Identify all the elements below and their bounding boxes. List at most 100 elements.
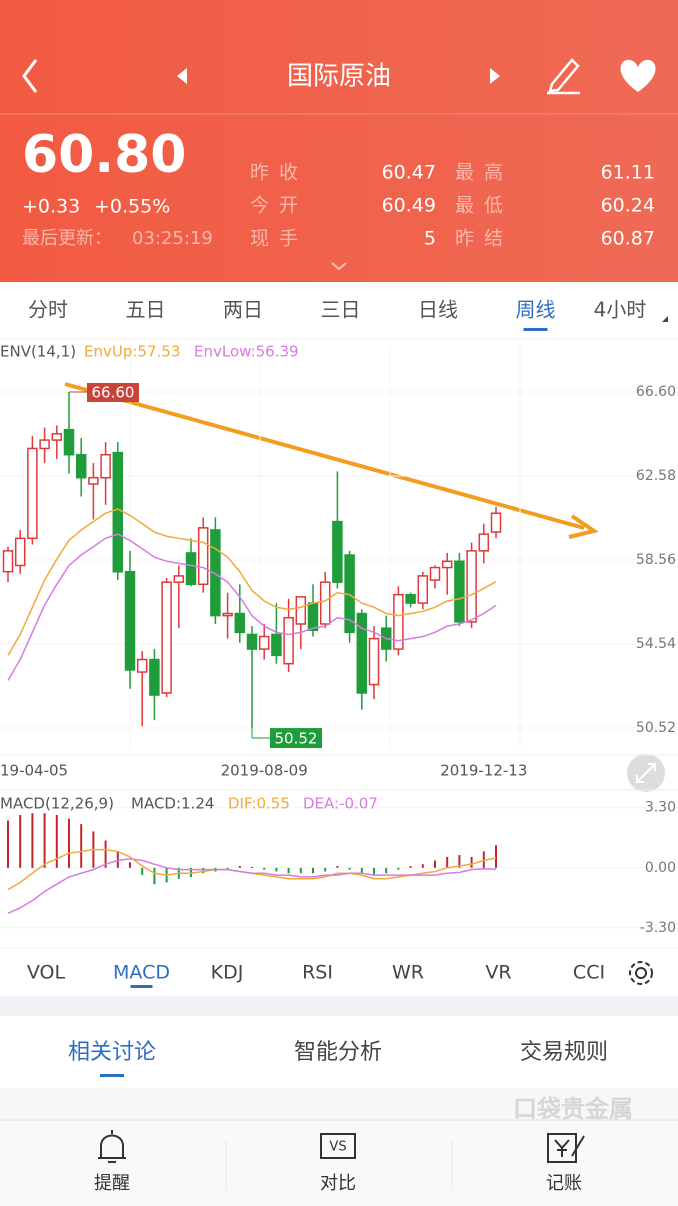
candle-body (136, 658, 148, 673)
candle-body (307, 602, 319, 632)
period-tab[interactable]: 五日 (126, 298, 166, 322)
period-tab[interactable]: 三日 (321, 298, 361, 322)
candle-body (173, 575, 185, 583)
indicator-line (7, 508, 497, 656)
stat-label: 现 手 (250, 228, 300, 250)
indicator-bar (0, 948, 678, 996)
macd-bar (482, 851, 485, 868)
candle-body (63, 428, 75, 456)
indicator-tab[interactable]: WR (392, 962, 424, 984)
period-bar (0, 282, 678, 340)
candle-body (429, 566, 441, 581)
nav-item[interactable]: 提醒 (94, 1173, 130, 1194)
spacer (0, 996, 678, 1016)
candle-body (14, 537, 26, 567)
candle-body (441, 560, 453, 569)
candle-body (75, 453, 87, 479)
candle-body (39, 439, 50, 450)
high-label: 66.60 (92, 384, 135, 402)
stat-value: 5 (424, 228, 436, 250)
macd-bar (31, 813, 34, 868)
candle-body (332, 520, 343, 583)
macd-bar (190, 867, 192, 877)
indicator-line (7, 857, 497, 915)
macd-bar (446, 856, 449, 868)
settings-button[interactable] (629, 961, 653, 985)
nav-item[interactable]: 记账 (546, 1173, 582, 1194)
macd-bar (312, 867, 314, 874)
stat-value: 60.47 (382, 162, 436, 184)
stat-value: 60.49 (382, 195, 436, 217)
stat-label: 昨 结 (455, 228, 505, 250)
period-tab[interactable]: 日线 (418, 298, 458, 322)
dropdown-icon (662, 316, 668, 322)
low-label-bg (270, 728, 322, 749)
svg-text:VS: VS (329, 1140, 346, 1155)
indicator-tab[interactable]: KDJ (211, 962, 244, 984)
candle-body (197, 527, 209, 586)
y-tick-label: -3.30 (640, 920, 676, 936)
header-bg (0, 0, 678, 282)
indicator-tab[interactable]: CCI (573, 962, 605, 984)
macd-bar (55, 815, 58, 868)
candle-body (149, 658, 160, 696)
period-tab[interactable]: 周线 (516, 298, 556, 322)
stat-value: 60.87 (601, 228, 655, 250)
y-tick-label: 54.54 (636, 636, 676, 652)
macd-bar (68, 818, 70, 868)
indicator-tab[interactable]: VR (485, 962, 511, 984)
next-button[interactable] (490, 68, 500, 84)
tab-indicator (523, 328, 548, 331)
nav-item[interactable]: 对比 (320, 1173, 356, 1194)
candle-body (490, 512, 502, 533)
macd-bar (397, 867, 400, 870)
macd-bar (373, 867, 375, 876)
macd-bar (458, 855, 461, 868)
period-tab[interactable]: 两日 (223, 298, 263, 322)
legend-item: DIF:0.55 (228, 795, 290, 813)
macd-bar (116, 851, 119, 868)
stat-label: 今 开 (250, 195, 300, 217)
candle-body (2, 550, 14, 573)
section-tab[interactable]: 交易规则 (520, 1040, 608, 1065)
macd-bar (153, 867, 156, 885)
section-tab[interactable]: 智能分析 (294, 1040, 382, 1065)
x-tick-label: 2019-08-09 (221, 762, 308, 780)
trend-line (64, 382, 585, 530)
x-tick-label: 2019-12-13 (440, 762, 527, 780)
macd-bar (360, 867, 363, 874)
candle-body (271, 633, 282, 657)
change-pct: +0.55% (94, 196, 170, 218)
spacer (0, 1090, 678, 1120)
stat-label: 昨 收 (250, 162, 300, 184)
trend-arrow (568, 514, 599, 539)
legend-item: EnvUp:57.53 (84, 343, 180, 361)
candle-body (393, 593, 404, 650)
stat-value: 60.24 (601, 195, 655, 217)
period-tab[interactable]: 分时 (28, 298, 68, 322)
watermark: 口袋贵金属 (513, 1095, 633, 1123)
indicator-tab[interactable]: MACD (113, 962, 170, 984)
candle-body (478, 533, 490, 552)
low-label: 50.52 (275, 730, 318, 748)
y-tick-label: 0.00 (645, 860, 676, 876)
macd-bar (385, 867, 388, 874)
candle-body (27, 447, 38, 540)
candle-body (368, 637, 380, 686)
section-tab[interactable]: 相关讨论 (68, 1040, 156, 1065)
favorite-button[interactable] (620, 59, 656, 92)
indicator-tab[interactable]: RSI (302, 962, 333, 984)
edit-button[interactable] (547, 58, 580, 95)
back-button[interactable] (22, 59, 38, 93)
prev-button[interactable] (177, 68, 187, 84)
macd-bar (495, 845, 497, 868)
macd-bar (238, 865, 241, 868)
indicator-tab[interactable]: VOL (27, 962, 66, 984)
macd-bar (202, 867, 205, 874)
period-tab[interactable]: 4小时 (594, 298, 647, 322)
macd-bar (129, 862, 131, 868)
expand-button[interactable] (331, 262, 347, 271)
candle-body (112, 451, 124, 573)
candle-body (319, 581, 331, 625)
